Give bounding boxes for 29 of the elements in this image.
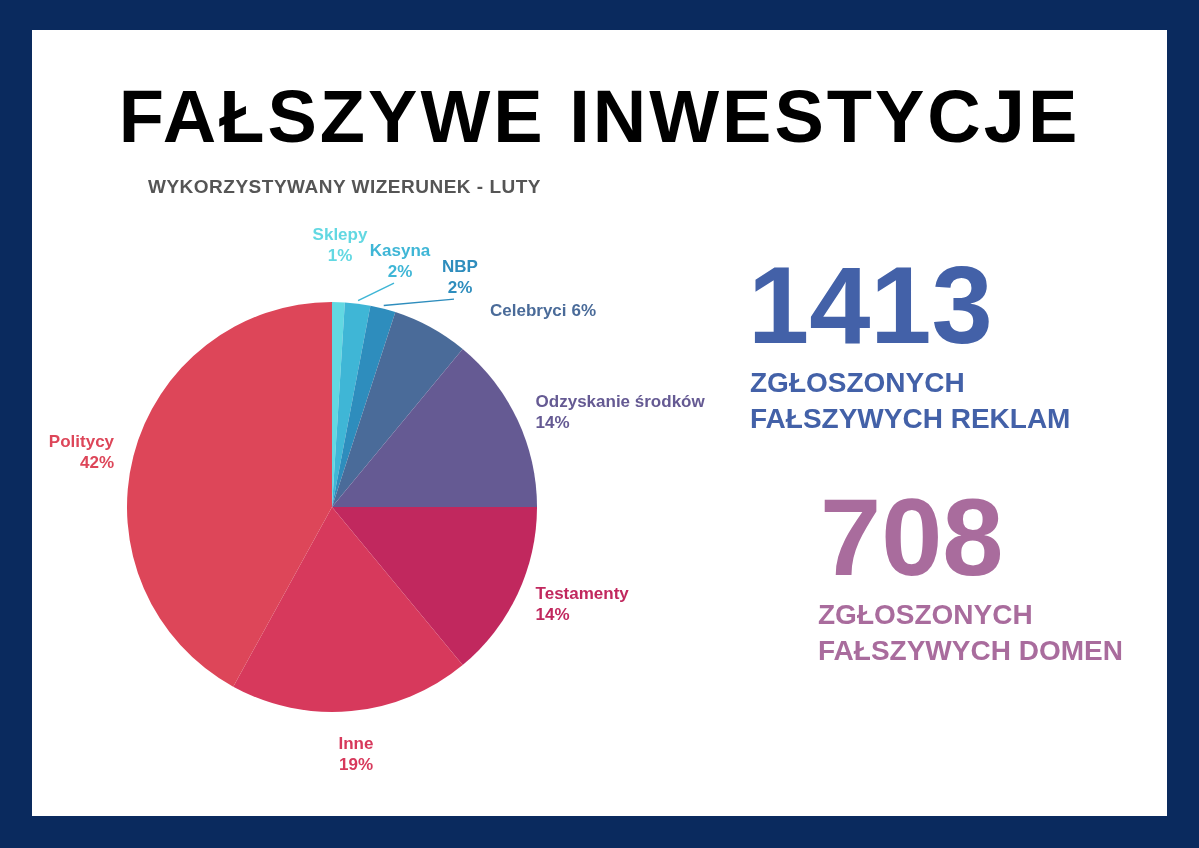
data-label: 19% xyxy=(338,754,374,774)
slice-label: Kasyna xyxy=(369,241,431,261)
data-label: 2% xyxy=(387,262,413,282)
slice-label: Celebryci xyxy=(490,300,567,320)
data-label: 14% xyxy=(535,604,570,624)
data-label: 6% xyxy=(571,300,597,320)
slice-label: Inne xyxy=(338,733,374,753)
text: ZGŁOSZONYCH FAŁSZYWYCH REKLAM xyxy=(750,366,1072,436)
data-label: 14% xyxy=(535,413,570,433)
chart-title: FAŁSZYWE INWESTYCJE xyxy=(117,74,1082,160)
pie-slice xyxy=(332,302,371,507)
slice-label: Politycy xyxy=(48,432,115,452)
slice-label: Sklepy xyxy=(312,225,368,245)
pie-slice xyxy=(127,302,332,687)
pie-slice xyxy=(233,507,463,712)
pie-slice xyxy=(332,349,537,507)
slice-label: Testamenty xyxy=(535,583,630,603)
pie-slice xyxy=(332,507,537,665)
slice-label: Odzyskanie środków xyxy=(535,392,706,412)
pie-slice xyxy=(332,312,463,507)
data-label: 1% xyxy=(327,246,353,266)
data-label: 42% xyxy=(80,453,115,473)
text: 1413 xyxy=(748,243,994,366)
text: 708 xyxy=(820,475,1005,598)
data-label: 2% xyxy=(447,278,473,298)
text: ZGŁOSZONYCH FAŁSZYWYCH DOMEN xyxy=(818,598,1124,668)
chart-subtitle: WYKORZYSTYWANY WIZERUNEK - LUTY xyxy=(148,176,542,198)
slice-label: NBP xyxy=(442,257,478,277)
pie-slice xyxy=(332,305,396,507)
